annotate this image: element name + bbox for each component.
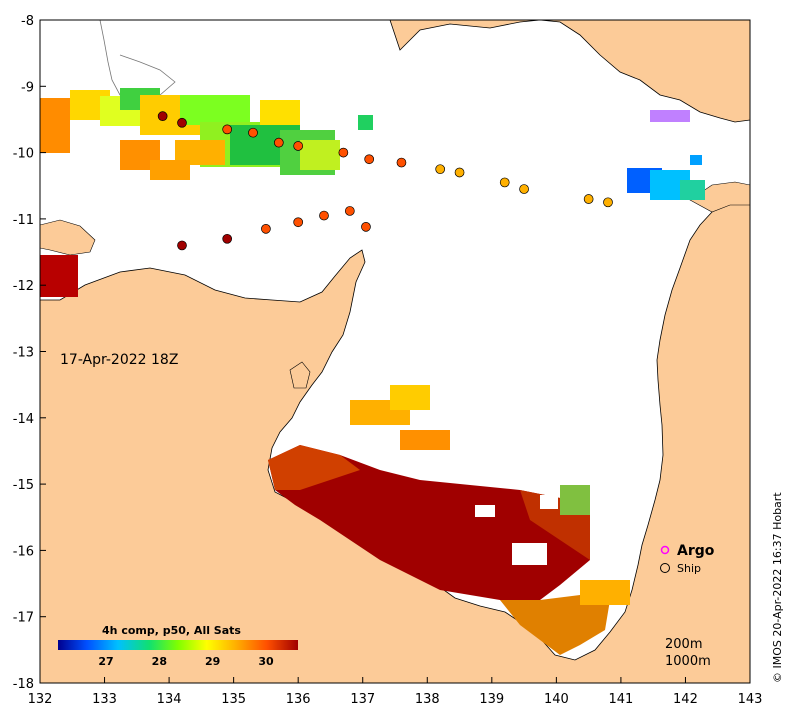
land-australia-mainland [40,194,750,683]
colorbar-tick-label: 29 [205,655,220,668]
ship-track-point [319,210,329,221]
depth-label-200m: 200m [665,637,702,652]
lat-tick-label: -13 [13,346,34,361]
lon-tick-label: 138 [415,692,440,707]
lon-tick-label: 141 [608,692,633,707]
depth-label-1000m: 1000m [665,654,711,669]
ship-track-point [364,154,375,165]
lat-tick-label: -16 [13,544,34,559]
lon-tick-label: 140 [544,692,569,707]
colorbar-ticks: 27 28 29 30 [98,655,274,668]
lat-tick-label: -9 [21,80,34,95]
land-new-guinea [389,20,750,123]
lat-tick-label: -15 [13,478,34,493]
lon-tick-label: 137 [350,692,375,707]
lon-tick-label: 133 [92,692,117,707]
ship-track-point [454,167,465,178]
ship-marker-icon [660,563,670,573]
lat-tick-label: -17 [13,611,34,626]
ship-track-point [293,141,304,151]
lon-tick-label: 134 [157,692,182,707]
ship-track-point [603,197,613,208]
credit-label: © IMOS 20-Apr-2022 16:37 Hobart [771,492,784,683]
land-tiwi-islands [40,219,96,256]
ship-track-point [344,206,355,216]
ship-track-point [222,233,233,244]
sst-north-band [40,88,373,180]
latitude-axis: -8 -9 -10 -11 -12 -13 -14 -15 -16 -17 -18 [13,14,46,692]
colorbar-tick-label: 30 [258,655,274,668]
lat-tick-label: -18 [13,677,34,692]
ship-track-point [499,177,510,188]
longitude-axis: 132 133 134 135 136 137 138 139 140 141 142 143 [28,677,763,707]
sst-gaps [475,495,558,565]
colorbar-tick-label: 28 [152,655,167,668]
argo-legend-label: Argo [677,543,715,559]
ship-track-point [157,111,168,121]
lat-tick-label: -14 [13,412,34,427]
lat-tick-label: -10 [13,147,34,162]
colorbar-title: 4h comp, p50, All Sats [102,624,241,637]
ship-track-point [338,147,349,158]
colorbar-tick-label: 27 [98,655,113,668]
lat-tick-label: -11 [13,213,34,228]
ship-track-point [248,127,258,138]
ship-track-point [177,117,187,128]
ship-track-point [583,194,594,204]
ship-track-point [177,240,187,251]
land-cape-york-tip [689,181,750,213]
lat-tick-label: -12 [13,279,34,294]
ship-track-point [293,217,304,228]
ship-track-point [396,157,407,168]
lon-tick-label: 136 [286,692,311,707]
sst-tiwi-warm [40,255,78,297]
ship-track-point [519,184,529,194]
ship-track-point [261,223,271,234]
ship-track-point [222,124,233,135]
timestamp-label: 17-Apr-2022 18Z [60,352,178,368]
ship-track-point [361,222,371,232]
lat-tick-label: -8 [21,14,34,29]
lon-tick-label: 142 [673,692,698,707]
colorbar [58,640,298,650]
ship-track [157,111,613,251]
ship-track-point [273,137,284,148]
land-groote-eylandt [289,361,311,389]
sst-gulf-south [268,385,630,655]
ship-track-point [435,164,446,175]
argo-marker-icon [660,545,670,555]
ship-legend-label: Ship [677,562,701,575]
lon-tick-label: 135 [221,692,246,707]
lon-tick-label: 139 [479,692,504,707]
lon-tick-label: 143 [738,692,763,707]
sst-northeast-patch [627,110,705,200]
lon-tick-label: 132 [28,692,53,707]
